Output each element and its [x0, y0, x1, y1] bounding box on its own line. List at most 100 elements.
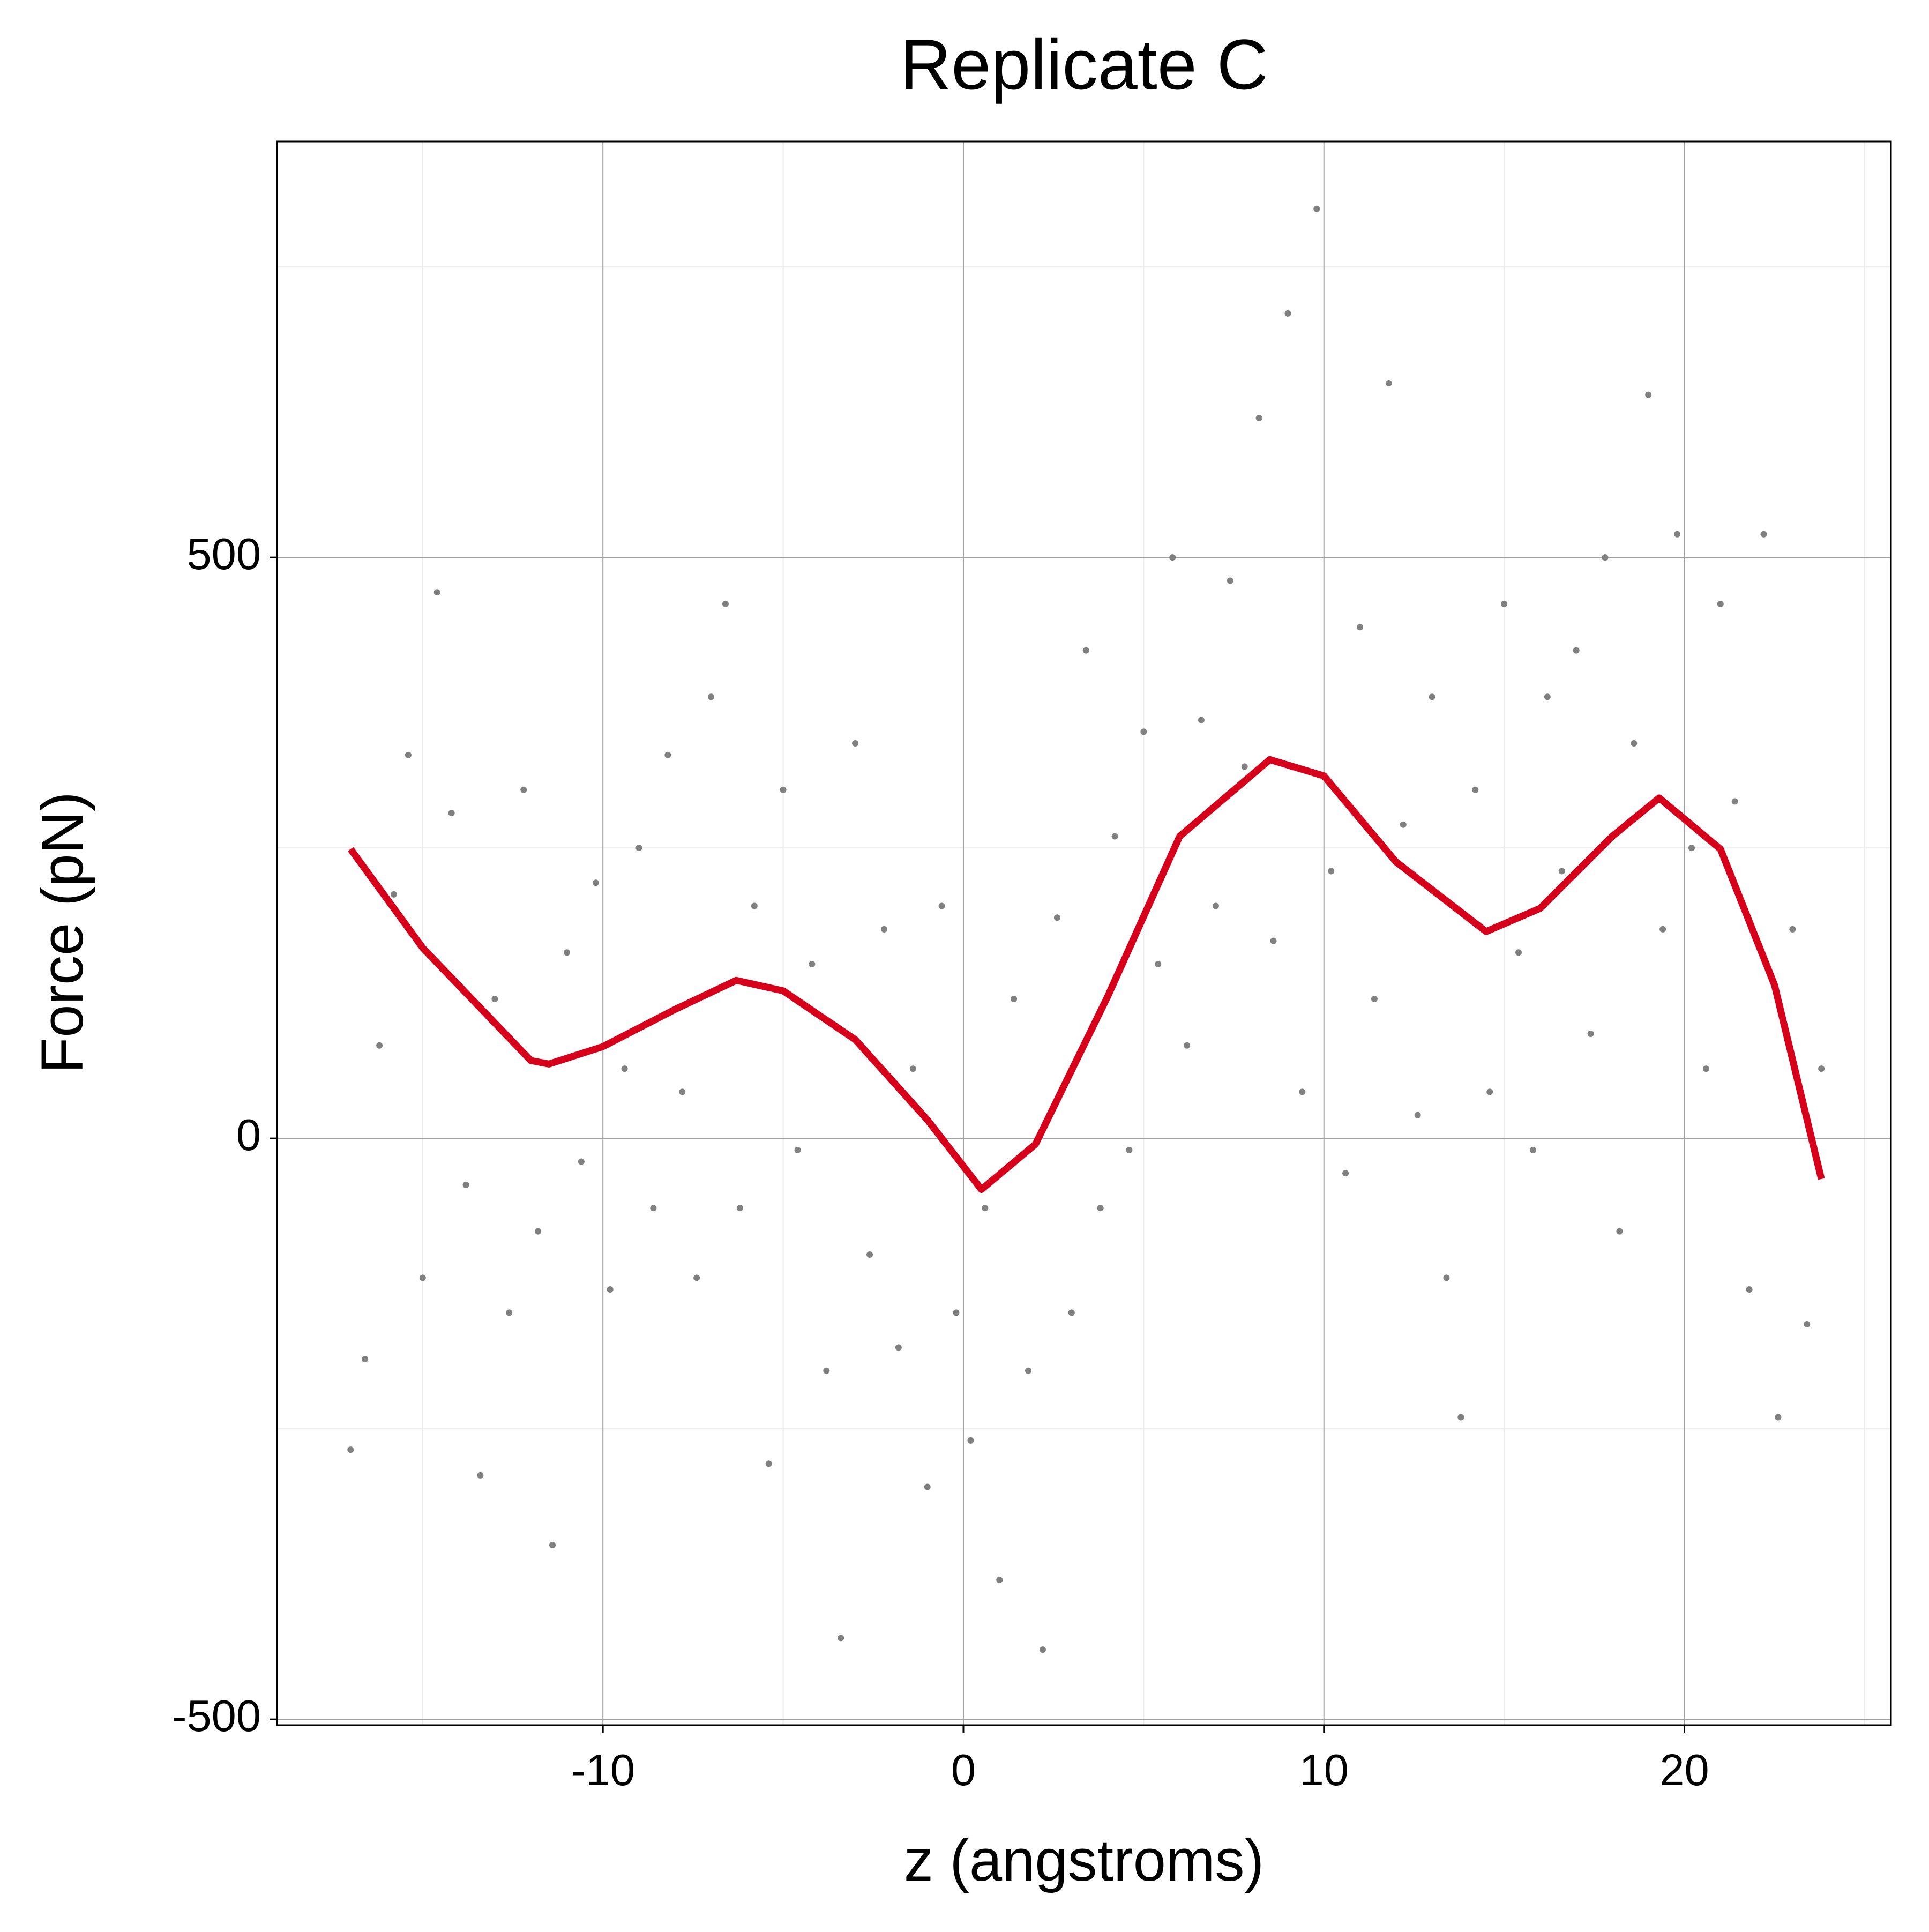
- data-point: [1558, 868, 1565, 875]
- data-point: [549, 1541, 556, 1548]
- x-axis-label: z (angstroms): [904, 1827, 1264, 1893]
- data-point: [1400, 821, 1407, 828]
- data-point: [866, 1251, 873, 1258]
- data-point: [1357, 624, 1364, 631]
- data-point: [1169, 554, 1176, 561]
- data-point: [1760, 531, 1767, 538]
- data-point: [1039, 1646, 1046, 1653]
- data-point: [1212, 902, 1219, 909]
- data-point: [765, 1460, 772, 1467]
- data-point: [924, 1483, 931, 1490]
- data-point: [823, 1367, 830, 1374]
- data-point: [506, 1309, 513, 1316]
- data-point: [838, 1635, 844, 1642]
- data-point: [664, 751, 671, 758]
- x-tick-label: 10: [1299, 1745, 1349, 1795]
- data-point: [1097, 1205, 1104, 1212]
- y-tick-label: 0: [236, 1110, 261, 1160]
- x-tick-label: 0: [951, 1745, 976, 1795]
- data-point: [405, 751, 412, 758]
- data-point: [722, 600, 729, 607]
- data-point: [1818, 1065, 1825, 1072]
- data-point: [938, 902, 945, 909]
- x-tick-label: 20: [1659, 1745, 1709, 1795]
- data-point: [1342, 1170, 1349, 1177]
- data-point: [563, 949, 570, 956]
- data-point: [1414, 1112, 1421, 1118]
- data-point: [1501, 600, 1508, 607]
- data-point: [1227, 577, 1233, 584]
- chart-title: Replicate C: [900, 25, 1268, 105]
- data-point: [1702, 1065, 1709, 1072]
- data-point: [433, 589, 440, 596]
- data-point: [809, 960, 816, 967]
- data-point: [736, 1205, 743, 1212]
- data-point: [491, 995, 498, 1002]
- data-point: [708, 693, 715, 700]
- data-point: [1645, 391, 1652, 398]
- data-point: [1616, 1228, 1623, 1235]
- data-point: [1270, 937, 1277, 944]
- data-point: [1688, 845, 1695, 852]
- data-point: [390, 891, 397, 898]
- data-point: [1486, 1088, 1493, 1095]
- data-point: [1804, 1321, 1811, 1328]
- data-point: [1515, 949, 1522, 956]
- data-point: [967, 1437, 974, 1444]
- y-tick-label: 500: [187, 529, 261, 579]
- data-point: [794, 1146, 801, 1153]
- data-point: [448, 810, 455, 817]
- data-point: [376, 1042, 383, 1049]
- data-point: [1255, 414, 1262, 421]
- data-point: [1140, 728, 1147, 735]
- data-point: [679, 1088, 686, 1095]
- data-point: [1746, 1286, 1753, 1293]
- data-point: [1328, 868, 1335, 875]
- data-point: [347, 1446, 354, 1453]
- data-point: [1789, 926, 1796, 933]
- data-point: [1155, 960, 1162, 967]
- data-point: [982, 1205, 989, 1212]
- y-axis-label: Force (pN): [29, 792, 95, 1073]
- data-point: [1082, 647, 1089, 654]
- data-point: [1299, 1088, 1306, 1095]
- data-point: [1011, 995, 1018, 1002]
- data-point: [1025, 1367, 1032, 1374]
- data-point: [635, 845, 642, 852]
- data-point: [1602, 554, 1609, 561]
- data-point: [1472, 786, 1479, 793]
- data-point: [1111, 833, 1118, 840]
- data-point: [621, 1065, 628, 1072]
- data-point: [880, 926, 887, 933]
- data-point: [462, 1181, 469, 1188]
- data-point: [1717, 600, 1724, 607]
- data-point: [1284, 310, 1291, 317]
- data-point: [1544, 693, 1551, 700]
- y-tick-label: -500: [172, 1691, 261, 1741]
- data-point: [852, 740, 859, 747]
- data-point: [1241, 763, 1248, 770]
- data-point: [578, 1158, 585, 1165]
- data-point: [1184, 1042, 1191, 1049]
- data-point: [362, 1356, 369, 1363]
- data-point: [1371, 995, 1378, 1002]
- plot-frame: [276, 140, 1892, 1726]
- data-point: [520, 786, 527, 793]
- data-point: [1313, 205, 1320, 212]
- data-point: [607, 1286, 614, 1293]
- data-point: [1587, 1031, 1594, 1038]
- data-point: [909, 1065, 916, 1072]
- data-point: [751, 902, 758, 909]
- data-point: [535, 1228, 542, 1235]
- x-tick-label: -10: [571, 1745, 635, 1795]
- data-point: [1429, 693, 1435, 700]
- data-point: [1775, 1414, 1782, 1421]
- data-point: [996, 1576, 1003, 1583]
- data-point: [419, 1274, 426, 1281]
- data-point: [1573, 647, 1580, 654]
- data-point: [592, 879, 599, 886]
- data-point: [1198, 717, 1205, 723]
- data-point: [1529, 1146, 1536, 1153]
- data-point: [1659, 926, 1666, 933]
